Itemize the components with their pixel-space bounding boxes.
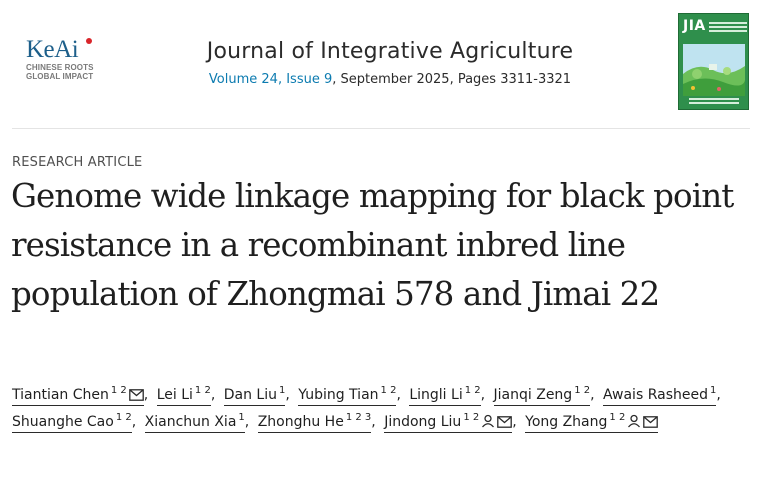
author-affiliation: 1 [278,385,286,396]
author-name: Tiantian Chen [12,387,109,403]
author-affiliation: 1 2 [464,385,481,396]
corresponding-author-icon [625,414,641,430]
author-link[interactable]: Lingli Li 1 2 [409,385,481,406]
author-name: Yubing Tian [298,387,379,403]
author-link[interactable]: Zhonghu He 1 2 3 [257,412,372,433]
journal-issue-info: Volume 24, Issue 9, September 2025, Page… [140,72,640,88]
author-name: Jianqi Zeng [493,387,573,403]
author-separator: , [512,414,517,430]
author-name: Shuanghe Cao [12,414,114,430]
author-separator: , [143,387,149,403]
author-name: Yong Zhang [525,414,608,430]
author-name: Jindong Liu [384,414,462,430]
author-separator: , [131,414,137,430]
author-affiliation: 1 2 [110,385,127,396]
volume-issue-link[interactable]: Volume 24, Issue 9 [208,72,333,87]
author-separator: , [210,387,216,403]
author-name: Xianchun Xia [144,414,237,430]
keai-logo[interactable]: KeAi CHINESE ROOTS GLOBAL IMPACT [26,37,106,82]
author-link[interactable]: Tiantian Chen 1 2 [12,385,144,406]
author-link[interactable]: Jianqi Zeng 1 2 [493,385,591,406]
keai-wordmark: KeAi [26,37,106,63]
author-name: Awais Rasheed [603,387,708,403]
journal-title[interactable]: Journal of Integrative Agriculture [206,39,574,64]
author-separator: , [480,387,486,403]
author-affiliation: 1 2 [609,412,626,423]
author-separator: , [716,387,721,403]
author-link[interactable]: Awais Rasheed 1 [603,385,717,406]
header-divider [12,128,750,129]
author-link[interactable]: Shuanghe Cao 1 2 [12,412,132,433]
author-link[interactable]: Dan Liu 1 [223,385,286,406]
author-affiliation: 1 2 3 [345,412,372,423]
author-name: Zhonghu He [257,414,344,430]
cover-subtitle-lines [709,22,747,34]
corresponding-author-icon [479,414,495,430]
email-icon [495,414,513,430]
author-affiliation: 1 2 [380,385,397,396]
cover-artwork [683,44,745,96]
author-separator: , [285,387,290,403]
email-icon [127,387,144,403]
author-name: Lei Li [156,387,193,403]
keai-tagline-2: GLOBAL IMPACT [26,72,94,81]
issue-date-pages: , September 2025, Pages 3311-3321 [332,72,572,87]
cover-abbrev: JIA [683,18,706,34]
author-affiliation: 1 2 [463,412,480,423]
journal-cover-thumbnail[interactable]: JIA [678,13,749,110]
author-affiliation: 1 [238,412,245,423]
author-affiliation: 1 2 [574,385,591,396]
author-link[interactable]: Yubing Tian 1 2 [298,385,397,406]
article-title: Genome wide linkage mapping for black po… [11,177,734,313]
article-type-label: RESEARCH ARTICLE [12,155,143,170]
author-separator: , [396,387,401,403]
author-link[interactable]: Xianchun Xia 1 [144,412,245,433]
author-link[interactable]: Yong Zhang 1 2 [525,412,659,433]
author-separator: , [590,387,595,403]
author-separator: , [371,414,376,430]
keai-tagline-1: CHINESE ROOTS [26,63,94,72]
author-name: Lingli Li [409,387,463,403]
cover-footer-lines [689,98,739,104]
email-icon [641,414,659,430]
journal-header: Journal of Integrative Agriculture Volum… [140,38,640,88]
author-affiliation: 1 2 [194,385,211,396]
author-name: Dan Liu [223,387,277,403]
author-list: Tiantian Chen 1 2, Lei Li 1 2, Dan Liu 1, Y… [12,382,757,436]
keai-dot [86,38,92,44]
author-link[interactable]: Lei Li 1 2 [156,385,211,406]
author-affiliation: 1 [709,385,717,396]
author-link[interactable]: Jindong Liu 1 2 [384,412,513,433]
author-affiliation: 1 2 [115,412,132,423]
author-separator: , [244,414,250,430]
